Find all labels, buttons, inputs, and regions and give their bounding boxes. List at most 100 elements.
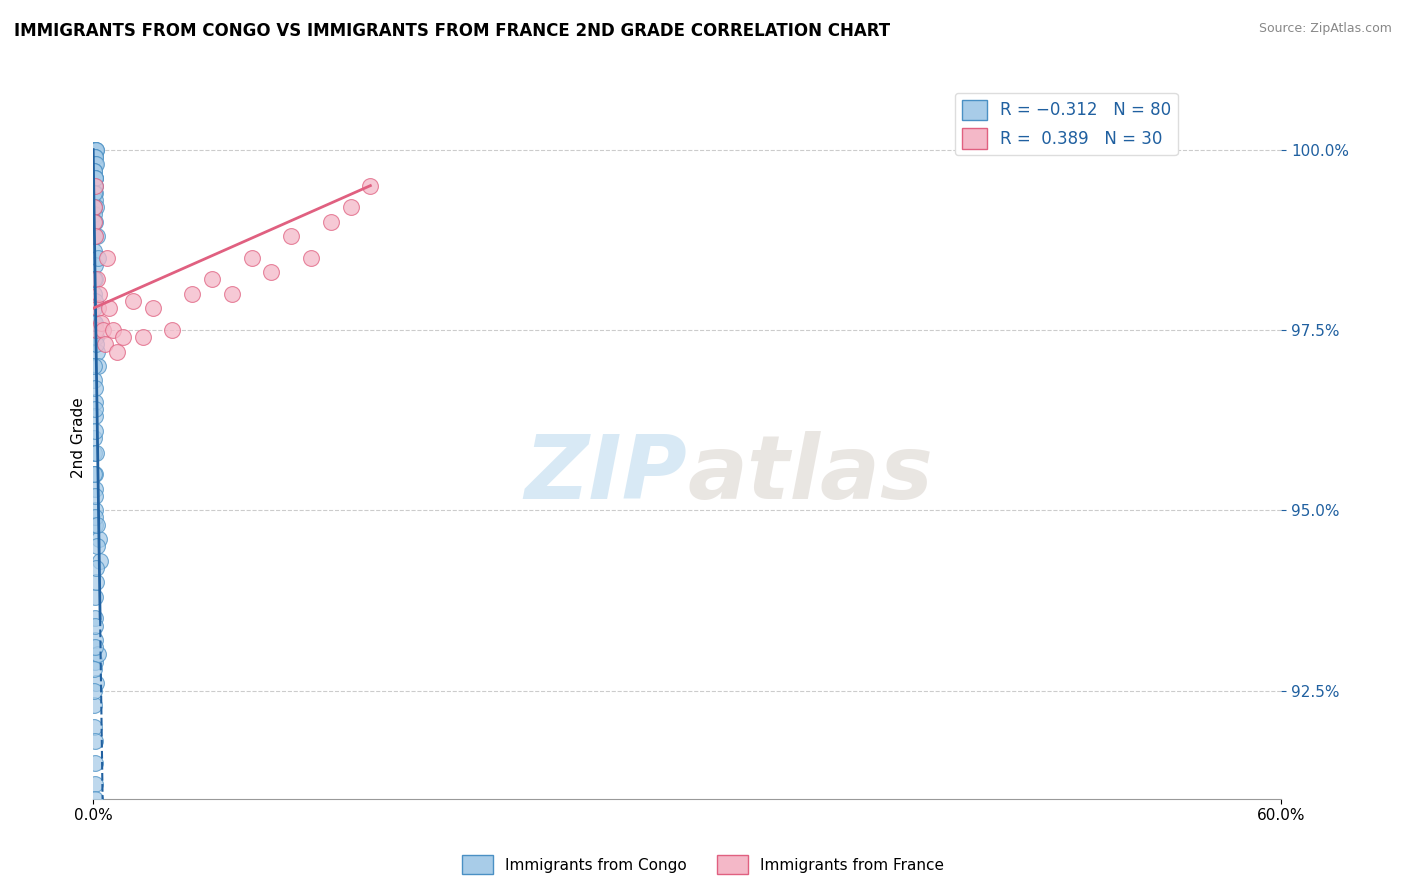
- Point: [83, 143, 105, 157]
- Point: [84, 510, 107, 524]
- Point: [240, 251, 263, 265]
- Point: [105, 344, 128, 359]
- Point: [319, 215, 342, 229]
- Point: [86, 272, 108, 286]
- Text: atlas: atlas: [688, 431, 934, 517]
- Point: [83, 215, 105, 229]
- Point: [359, 178, 381, 193]
- Point: [84, 482, 107, 496]
- Point: [83, 301, 105, 316]
- Point: [84, 316, 107, 330]
- Point: [84, 337, 107, 351]
- Point: [162, 323, 184, 337]
- Point: [84, 193, 107, 207]
- Point: [83, 467, 105, 482]
- Point: [83, 244, 105, 258]
- Point: [83, 445, 105, 459]
- Point: [83, 720, 105, 734]
- Point: [84, 590, 107, 604]
- Point: [83, 150, 105, 164]
- Point: [90, 316, 112, 330]
- Point: [83, 373, 105, 387]
- Point: [84, 178, 107, 193]
- Point: [83, 286, 105, 301]
- Point: [83, 618, 105, 632]
- Point: [87, 648, 110, 662]
- Point: [84, 157, 107, 171]
- Point: [86, 344, 108, 359]
- Text: IMMIGRANTS FROM CONGO VS IMMIGRANTS FROM FRANCE 2ND GRADE CORRELATION CHART: IMMIGRANTS FROM CONGO VS IMMIGRANTS FROM…: [14, 22, 890, 40]
- Point: [339, 200, 361, 214]
- Point: [86, 517, 108, 532]
- Point: [221, 286, 243, 301]
- Legend: Immigrants from Congo, Immigrants from France: Immigrants from Congo, Immigrants from F…: [456, 849, 950, 880]
- Point: [83, 272, 105, 286]
- Point: [83, 381, 105, 395]
- Point: [121, 293, 143, 308]
- Point: [299, 251, 322, 265]
- Point: [84, 517, 107, 532]
- Point: [83, 143, 105, 157]
- Point: [84, 171, 107, 186]
- Point: [84, 575, 107, 590]
- Point: [87, 359, 110, 373]
- Point: [111, 330, 134, 344]
- Point: [83, 200, 105, 214]
- Point: [86, 539, 108, 553]
- Point: [83, 698, 105, 712]
- Point: [83, 662, 105, 676]
- Point: [84, 777, 107, 791]
- Point: [83, 431, 105, 445]
- Point: [84, 323, 107, 337]
- Point: [84, 791, 107, 805]
- Point: [83, 316, 105, 330]
- Point: [83, 200, 105, 214]
- Point: [142, 301, 165, 316]
- Point: [89, 286, 111, 301]
- Point: [84, 157, 107, 171]
- Point: [86, 251, 108, 265]
- Point: [84, 445, 107, 459]
- Point: [201, 272, 224, 286]
- Point: [83, 215, 105, 229]
- Point: [131, 330, 153, 344]
- Point: [86, 229, 108, 244]
- Point: [84, 143, 107, 157]
- Point: [83, 258, 105, 272]
- Point: [181, 286, 204, 301]
- Point: [83, 171, 105, 186]
- Point: [84, 424, 107, 438]
- Legend: R = −0.312   N = 80, R =  0.389   N = 30: R = −0.312 N = 80, R = 0.389 N = 30: [955, 93, 1178, 155]
- Point: [89, 532, 111, 546]
- Point: [98, 301, 121, 316]
- Point: [84, 200, 107, 214]
- Point: [84, 655, 107, 669]
- Point: [84, 272, 107, 286]
- Point: [83, 467, 105, 482]
- Point: [83, 164, 105, 178]
- Point: [87, 301, 110, 316]
- Point: [83, 171, 105, 186]
- Y-axis label: 2nd Grade: 2nd Grade: [72, 398, 86, 478]
- Point: [84, 143, 107, 157]
- Point: [83, 611, 105, 625]
- Point: [280, 229, 302, 244]
- Point: [83, 186, 105, 200]
- Point: [83, 489, 105, 503]
- Point: [83, 150, 105, 164]
- Point: [89, 554, 111, 568]
- Point: [83, 293, 105, 308]
- Point: [96, 251, 118, 265]
- Point: [94, 337, 117, 351]
- Point: [84, 633, 107, 648]
- Point: [83, 215, 105, 229]
- Point: [83, 359, 105, 373]
- Point: [83, 164, 105, 178]
- Point: [83, 683, 105, 698]
- Text: ZIP: ZIP: [524, 431, 688, 517]
- Point: [91, 323, 114, 337]
- Point: [83, 207, 105, 221]
- Point: [84, 186, 107, 200]
- Point: [84, 503, 107, 517]
- Point: [84, 676, 107, 690]
